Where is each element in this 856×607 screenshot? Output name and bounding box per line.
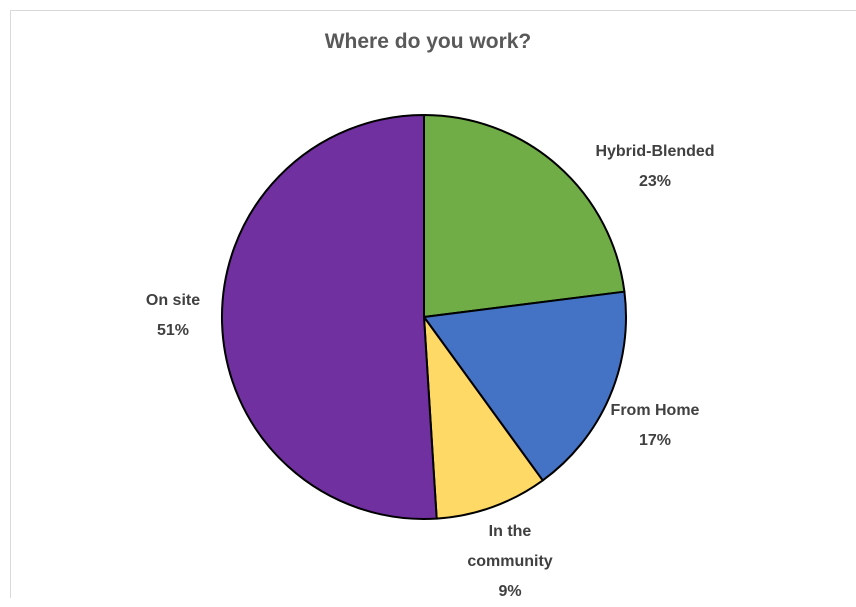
data-label-value: 9% [498, 583, 522, 600]
data-label-hybrid-blended: Hybrid-Blended 23% [555, 137, 755, 197]
data-label-category: From Home [610, 402, 700, 419]
data-label-category: On site [145, 292, 201, 309]
pie-slice-on-site [220, 114, 438, 520]
data-label-on-site: On site 51% [118, 286, 228, 346]
data-label-value: 51% [156, 322, 190, 339]
data-label-category: In the [488, 523, 532, 540]
data-label-category: community [467, 553, 553, 570]
data-label-in-the-community: In the community 9% [440, 517, 580, 607]
data-label-value: 23% [638, 173, 672, 190]
data-label-value: 17% [638, 432, 672, 449]
chart-area [10, 10, 856, 598]
chart-title: Where do you work? [324, 30, 532, 53]
pie-slice-in-the-community [423, 316, 544, 520]
pie-slice-hybrid-blended [423, 114, 626, 318]
data-label-from-home: From Home 17% [585, 396, 725, 456]
pie-slice-from-home [423, 290, 627, 482]
data-label-category: Hybrid-Blended [595, 143, 715, 160]
